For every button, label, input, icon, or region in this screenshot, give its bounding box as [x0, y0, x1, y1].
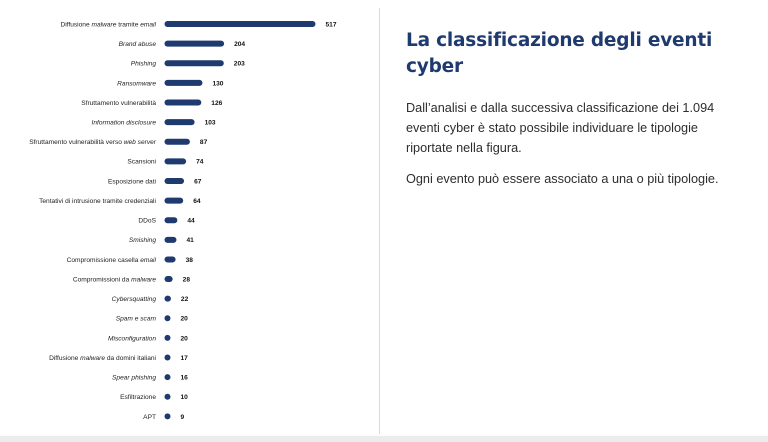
text-panel: La classificazione degli eventi cyber Da…	[406, 28, 736, 200]
category-label: Spear phishing	[112, 375, 156, 382]
value-label: 203	[234, 61, 245, 68]
category-label: Compromissione casella email	[67, 257, 157, 264]
bar	[164, 236, 177, 243]
category-label: Tentativi di intrusione tramite credenzi…	[39, 198, 156, 205]
bar	[164, 413, 171, 420]
category-label: Scansioni	[127, 159, 156, 166]
value-label: 87	[200, 139, 208, 146]
bar	[164, 60, 224, 67]
bar	[164, 99, 202, 106]
bar	[164, 334, 171, 341]
section-heading: La classificazione degli eventi cyber	[406, 30, 713, 77]
bottom-strip	[0, 436, 768, 442]
category-label: Cybersquatting	[112, 296, 157, 303]
value-label: 204	[234, 41, 245, 48]
bar	[164, 276, 173, 283]
bar	[164, 374, 171, 381]
bar	[164, 79, 203, 86]
value-label: 126	[211, 100, 222, 107]
note-paragraph: Ogni evento può essere associato a una o…	[406, 172, 719, 186]
value-label: 41	[186, 237, 194, 244]
value-label: 16	[181, 375, 189, 382]
bar	[164, 177, 185, 184]
value-label: 130	[212, 80, 223, 87]
value-label: 38	[186, 257, 194, 264]
value-label: 103	[205, 120, 216, 127]
value-label: 10	[181, 394, 189, 401]
value-label: 22	[181, 296, 189, 303]
category-label: Diffusione malware da domini italiani	[49, 355, 156, 362]
value-label: 74	[196, 159, 204, 166]
value-label: 67	[194, 178, 202, 185]
bar	[164, 295, 171, 302]
category-label: DDoS	[138, 218, 156, 225]
category-label: Spam e scam	[116, 316, 157, 323]
bar	[164, 119, 195, 126]
category-label: Compromissioni da malware	[73, 276, 157, 283]
value-label: 517	[326, 21, 337, 28]
category-label: Sfruttamento vulnerabilità verso web ser…	[29, 139, 157, 146]
category-label: Information disclosure	[91, 120, 156, 127]
value-label: 64	[193, 198, 201, 205]
category-label: APT	[143, 414, 156, 421]
category-label: Misconfiguration	[108, 335, 156, 342]
category-label: Smishing	[129, 237, 156, 244]
bar	[164, 217, 178, 224]
panel-divider	[379, 8, 380, 434]
bar	[164, 393, 171, 400]
bar	[164, 21, 316, 27]
chart-panel: Diffusione malware tramite email 517 Brand…	[0, 0, 380, 436]
category-label: Brand abuse	[119, 41, 157, 48]
value-label: 9	[181, 414, 185, 421]
value-label: 20	[181, 316, 189, 323]
bar	[164, 315, 171, 322]
value-label: 20	[181, 335, 189, 342]
category-label: Ransomware	[117, 80, 156, 87]
bar	[164, 197, 184, 204]
value-label: 44	[187, 218, 195, 225]
bar	[164, 138, 190, 145]
value-label: 28	[183, 276, 191, 283]
category-label: Sfruttamento vulnerabilità	[81, 100, 156, 107]
category-label: Diffusione malware tramite email	[60, 21, 156, 28]
bar	[164, 40, 225, 47]
event-types-bar-chart: Diffusione malware tramite email 517 Brand…	[29, 21, 337, 421]
description-paragraph: Dall’analisi e dalla successiva classifi…	[406, 101, 715, 155]
bar	[164, 256, 176, 263]
value-label: 17	[181, 355, 189, 362]
bar	[164, 354, 171, 361]
category-label: Esposizione dati	[108, 178, 157, 185]
category-label: Phishing	[131, 61, 157, 68]
category-label: Esfiltrazione	[120, 394, 156, 401]
bar	[164, 158, 187, 165]
